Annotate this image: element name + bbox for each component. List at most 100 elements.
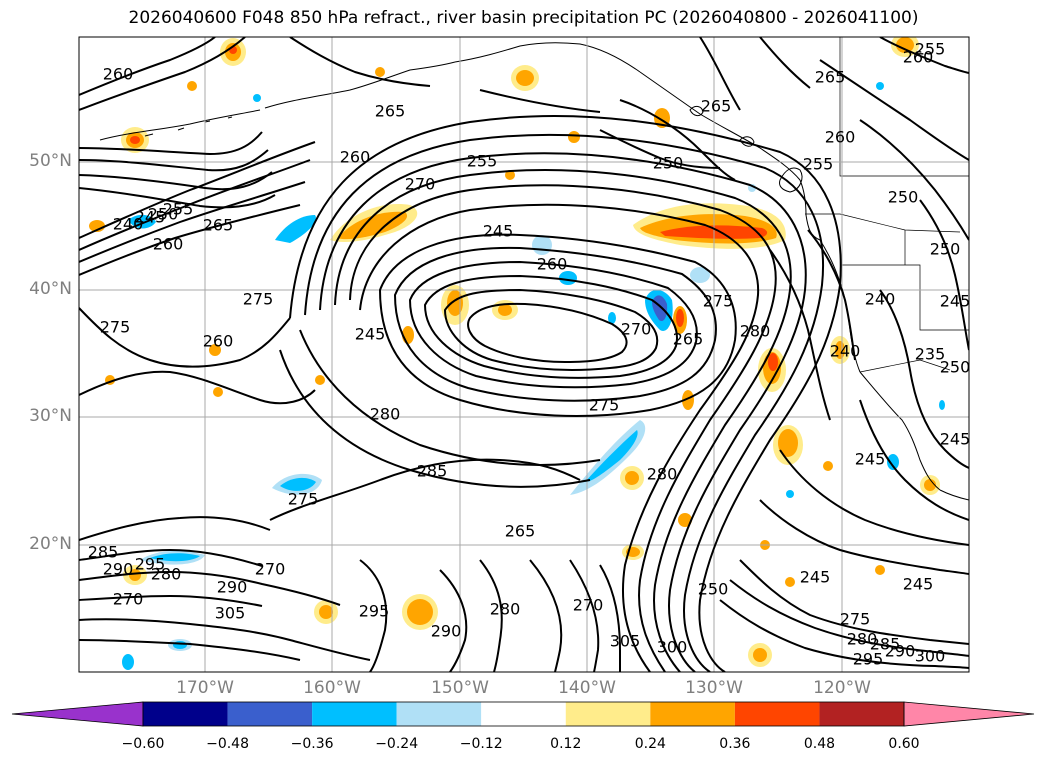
shading-spot — [447, 290, 463, 316]
shading-spot — [315, 375, 325, 385]
shading-spot — [924, 479, 936, 491]
contour-label: 280 — [370, 405, 401, 424]
contour-label: 265 — [673, 330, 704, 349]
shading-spot — [319, 605, 333, 619]
shading-spot — [505, 170, 515, 180]
contour-label: 245 — [855, 450, 886, 469]
contour-label: 275 — [589, 396, 620, 415]
shading-neg-spot — [690, 267, 710, 283]
shading-spot — [778, 429, 798, 457]
contour-labels: 260 265 260 270 255 265 245 260 275 275 260 245 270 2… — [88, 40, 971, 669]
contour-label: 250 — [888, 188, 919, 207]
contour-label: 245 — [355, 325, 386, 344]
contour-label: 240 — [113, 215, 144, 234]
shading-negative-nw — [128, 214, 156, 229]
contour-label: 290 — [103, 560, 134, 579]
shading-spot — [129, 569, 141, 581]
lat-label: 30°N — [29, 406, 72, 426]
shading-neg-spot — [253, 94, 261, 102]
contour-label: 265 — [701, 97, 732, 116]
contour-label: 260 — [825, 128, 856, 147]
shading-spot — [187, 81, 197, 91]
contour-label: 300 — [657, 638, 688, 657]
colorbar-tick-label: −0.48 — [206, 736, 249, 752]
coastlines — [99, 42, 969, 501]
contour-label: 265 — [815, 68, 846, 87]
shading-spot — [823, 461, 833, 471]
shading-spot — [875, 565, 885, 575]
shading-spot — [407, 599, 433, 625]
lon-label: 160°W — [303, 678, 361, 698]
lon-label: 150°W — [431, 678, 489, 698]
contour-label: 270 — [621, 320, 652, 339]
colorbar-tick-label: −0.12 — [459, 736, 503, 752]
shading-neg-spot — [532, 235, 552, 255]
shading-spot — [568, 131, 580, 143]
contour-label: 285 — [88, 543, 119, 562]
colorbar-tick-label: 0.12 — [550, 736, 582, 752]
contour-label: 295 — [135, 555, 166, 574]
contour-label: 250 — [940, 358, 971, 377]
contour-label: 270 — [405, 175, 436, 194]
contour-label: 270 — [573, 596, 604, 615]
contour-label: 305 — [610, 632, 641, 651]
contour-label: 260 — [903, 48, 934, 67]
shading-spot — [753, 648, 767, 662]
shading-spot — [209, 344, 221, 356]
shading-neg-spot — [887, 454, 899, 470]
contour-label: 275 — [243, 290, 274, 309]
contour-label: 260 — [340, 148, 371, 167]
contour-label: 245 — [940, 430, 971, 449]
contour-label: 255 — [915, 40, 946, 59]
shading-negative-west — [275, 215, 316, 243]
contour-label: 250 — [653, 154, 684, 173]
shading-neg-spot — [876, 82, 884, 90]
contour-label: 275 — [100, 318, 131, 337]
lon-label: 170°W — [176, 678, 234, 698]
shading-spot — [498, 304, 512, 316]
contour-label: 270 — [255, 560, 286, 579]
lon-label: 120°W — [813, 678, 871, 698]
shading-spot — [625, 471, 639, 485]
contour-label: 235 — [915, 345, 946, 364]
contour-label: 260 — [103, 65, 134, 84]
map-plot-area — [79, 37, 969, 672]
contour-label: 255 — [467, 152, 498, 171]
shading-neg-spot — [786, 490, 794, 498]
shading-spot — [678, 513, 692, 527]
contour-label: 290 — [885, 642, 916, 661]
contour-label: 305 — [215, 604, 246, 623]
lon-label: 130°W — [685, 678, 743, 698]
contour-label: 275 — [288, 490, 319, 509]
shading-spot — [676, 309, 684, 327]
contour-label: 240 — [865, 290, 896, 309]
map-frame — [78, 36, 970, 673]
colorbar-tick-label: −0.36 — [290, 736, 334, 752]
lat-label: 40°N — [29, 279, 72, 299]
colorbar-tick-label: −0.60 — [121, 736, 165, 752]
colorbar-tick-label: 0.24 — [634, 736, 666, 752]
shading-spot — [516, 70, 534, 86]
shading-positive-west-core — [338, 211, 408, 240]
shading-spot — [768, 353, 778, 371]
contour-label: 260 — [153, 235, 184, 254]
contour-label: 250 — [698, 580, 729, 599]
shading-spot — [130, 136, 140, 144]
colorbar-tick-label: 0.60 — [888, 736, 920, 752]
shading-negative-streak — [570, 420, 646, 495]
map-title: 2026040600 F048 850 hPa refract., river … — [128, 8, 919, 28]
contour-label: 260 — [203, 332, 234, 351]
shading-spot — [896, 37, 914, 53]
contour-label: 280 — [151, 565, 182, 584]
shading-negative-far-sw-core — [150, 553, 200, 562]
shading-neg-spot — [122, 654, 134, 670]
contour-label: 250 — [148, 205, 179, 224]
contour-label: 260 — [537, 255, 568, 274]
lat-label: 50°N — [29, 151, 72, 171]
political-boundaries — [805, 37, 969, 373]
contour-label: 280 — [490, 600, 521, 619]
contour-label: 290 — [431, 622, 462, 641]
contour-label: 245 — [135, 208, 166, 227]
contour-label: 245 — [483, 222, 514, 241]
shading-neg-spot — [559, 271, 577, 285]
